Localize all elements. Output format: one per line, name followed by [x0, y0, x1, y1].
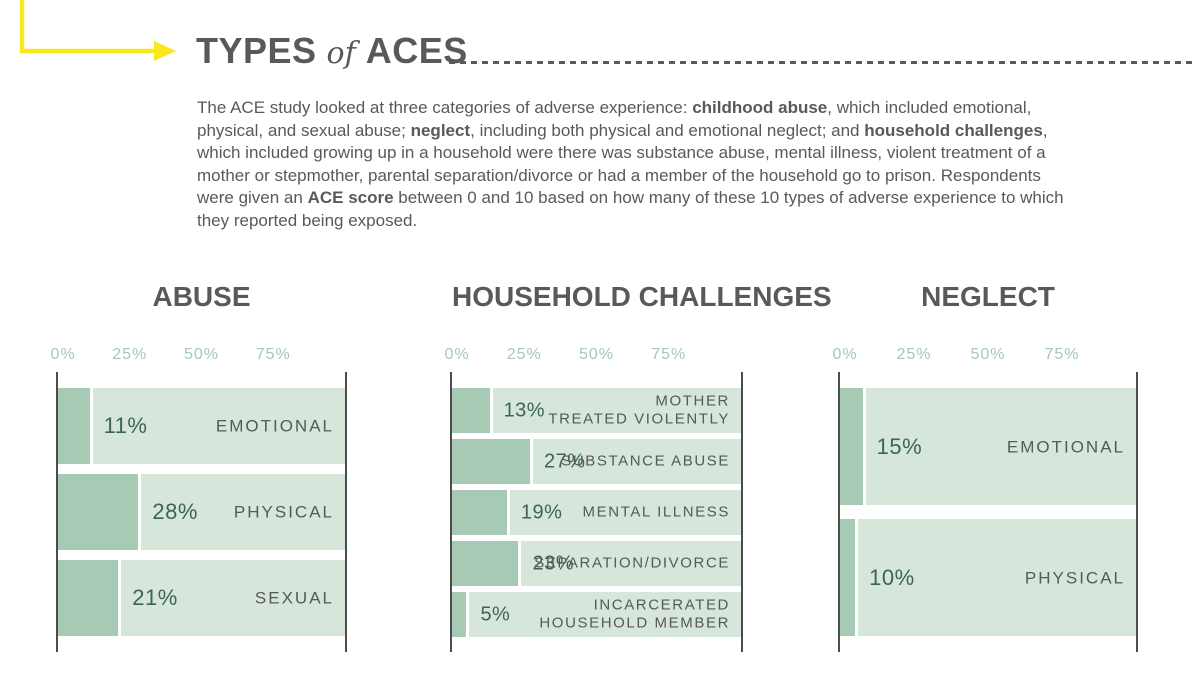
chart-title: ABUSE: [152, 281, 251, 312]
bar-row: 23% SEPARATION/DIVORCE: [452, 541, 741, 586]
page-title: TYPES of ACES: [196, 33, 468, 69]
bar-category-label: PHYSICAL: [233, 502, 334, 522]
bar-track: [509, 490, 741, 535]
bar-track: [858, 519, 1136, 636]
bar-row: 11% EMOTIONAL: [58, 388, 345, 464]
bar-row: 28% PHYSICAL: [58, 474, 345, 550]
bar-fill: [452, 439, 531, 484]
x-axis-ticks: 0% 25% 50% 75%: [444, 346, 741, 366]
bar-row: 15% EMOTIONAL: [840, 388, 1136, 505]
text-segment: , which included emotional, physical, an…: [197, 98, 1032, 140]
bar-rows: 11% EMOTIONAL 28% PHYSICAL 21% SEXUAL: [58, 388, 345, 636]
bar-value-label: 5%: [480, 603, 511, 625]
intro-paragraph: The ACE study looked at three categories…: [197, 97, 1069, 233]
bar-track: [121, 560, 345, 636]
x-axis-ticks: 0% 25% 50% 75%: [832, 346, 1136, 366]
text-segment: childhood abuse: [692, 98, 828, 117]
axis-tick-label: 0%: [50, 346, 76, 363]
bar-row: 5% INCARCERATED HOUSEHOLD MEMBER: [452, 592, 741, 637]
bar-fill: [58, 560, 119, 636]
chart-plot: 11% EMOTIONAL 28% PHYSICAL 21% SEXUAL: [56, 372, 347, 652]
bar-track: [533, 439, 741, 484]
bar-category-label: PHYSICAL: [1024, 567, 1125, 587]
axis-line-right: [345, 372, 347, 652]
bar-row: 21% SEXUAL: [58, 560, 345, 636]
text-segment: , including both physical and emotional …: [470, 120, 865, 140]
bar-chart: ABUSE 0% 25% 50% 75% 11% EMOTIONAL 28% PHYS…: [50, 281, 347, 668]
bar-row: 27% SUBSTANCE ABUSE: [452, 439, 741, 484]
axis-tick-label: 75%: [1044, 346, 1080, 363]
bar-row: 19% MENTAL ILLNESS: [452, 490, 741, 535]
chart-plot: 15% EMOTIONAL 10% PHYSICAL: [838, 372, 1138, 652]
axis-tick-label: 25%: [506, 346, 542, 363]
dotted-divider: [449, 61, 1194, 64]
chart-title: NEGLECT: [921, 281, 1055, 312]
bar-category-label: SEPARATION/DIVORCE: [534, 554, 730, 572]
bar-category-label: MOTHER TREATED VIOLENTLY: [548, 391, 730, 428]
bar-fill: [58, 474, 139, 550]
bar-chart: HOUSEHOLD CHALLENGES 0% 25% 50% 75% 13% MOT…: [444, 281, 832, 668]
bar-fill: [840, 519, 856, 636]
text-segment: The ACE study looked at three categories…: [197, 98, 693, 117]
bar-rows: 13% MOTHER TREATED VIOLENTLY 27% SUBSTAN…: [452, 388, 741, 637]
bar-category-label: SEXUAL: [254, 588, 334, 608]
bar-category-label: EMOTIONAL: [1006, 436, 1125, 456]
bar-value-label: 23%: [532, 552, 574, 574]
chart-plot: 13% MOTHER TREATED VIOLENTLY 27% SUBSTAN…: [450, 372, 743, 652]
axis-line-left: [56, 372, 58, 652]
bar-value-label: 21%: [132, 585, 178, 610]
bar-row: 13% MOTHER TREATED VIOLENTLY: [452, 388, 741, 433]
axis-tick-label: 50%: [970, 346, 1006, 363]
text-segment: ACE score: [307, 188, 394, 208]
yellow-arrow-icon: [19, 0, 176, 61]
bar-value-label: 19%: [520, 501, 563, 523]
chart-title: HOUSEHOLD CHALLENGES: [452, 281, 832, 312]
axis-tick-label: 50%: [183, 346, 220, 363]
axis-line-left: [450, 372, 452, 652]
axis-tick-label: 0%: [444, 346, 470, 363]
axis-line-right: [741, 372, 743, 652]
bar-fill: [452, 490, 507, 535]
axis-line-right: [1136, 372, 1138, 652]
x-axis-ticks: 0% 25% 50% 75%: [50, 346, 345, 366]
bar-value-label: 10%: [869, 564, 915, 590]
bar-value-label: 15%: [876, 433, 923, 459]
text-segment: neglect: [410, 120, 471, 140]
bar-value-label: 27%: [544, 450, 586, 472]
bar-track: [92, 388, 345, 464]
bar-category-label: EMOTIONAL: [215, 416, 334, 436]
bar-value-label: 13%: [503, 399, 546, 421]
bar-fill: [840, 388, 863, 505]
bar-track: [492, 388, 741, 433]
bar-track: [521, 541, 741, 586]
axis-tick-label: 75%: [651, 346, 687, 363]
bar-category-label: INCARCERATED HOUSEHOLD MEMBER: [539, 595, 730, 632]
axis-tick-label: 0%: [832, 346, 858, 363]
axis-tick-label: 75%: [255, 346, 291, 363]
bar-fill: [452, 388, 490, 433]
axis-tick-label: 25%: [896, 346, 932, 363]
axis-tick-label: 50%: [578, 346, 615, 363]
bar-value-label: 28%: [152, 499, 198, 524]
bar-track: [469, 592, 741, 637]
text-segment: household challenges: [864, 120, 1043, 140]
text-segment: of: [326, 36, 356, 71]
bar-category-label: MENTAL ILLNESS: [582, 503, 730, 521]
axis-line-left: [838, 372, 840, 652]
bar-fill: [58, 388, 90, 464]
bar-value-label: 11%: [103, 413, 148, 438]
axis-tick-label: 25%: [112, 346, 148, 363]
bar-track: [865, 388, 1136, 505]
bar-track: [141, 474, 345, 550]
bar-category-label: SUBSTANCE ABUSE: [561, 452, 730, 470]
bar-fill: [452, 592, 467, 637]
text-segment: TYPES: [196, 30, 317, 71]
bar-fill: [452, 541, 519, 586]
bar-row: 10% PHYSICAL: [840, 519, 1136, 636]
bar-chart: NEGLECT 0% 25% 50% 75% 15% EMOTIONAL 10% PH…: [832, 281, 1138, 668]
bar-rows: 15% EMOTIONAL 10% PHYSICAL: [840, 388, 1136, 636]
text-segment: between 0 and 10 based on how many of th…: [197, 188, 1064, 231]
text-segment: , which included growing up in a househo…: [197, 120, 1048, 208]
